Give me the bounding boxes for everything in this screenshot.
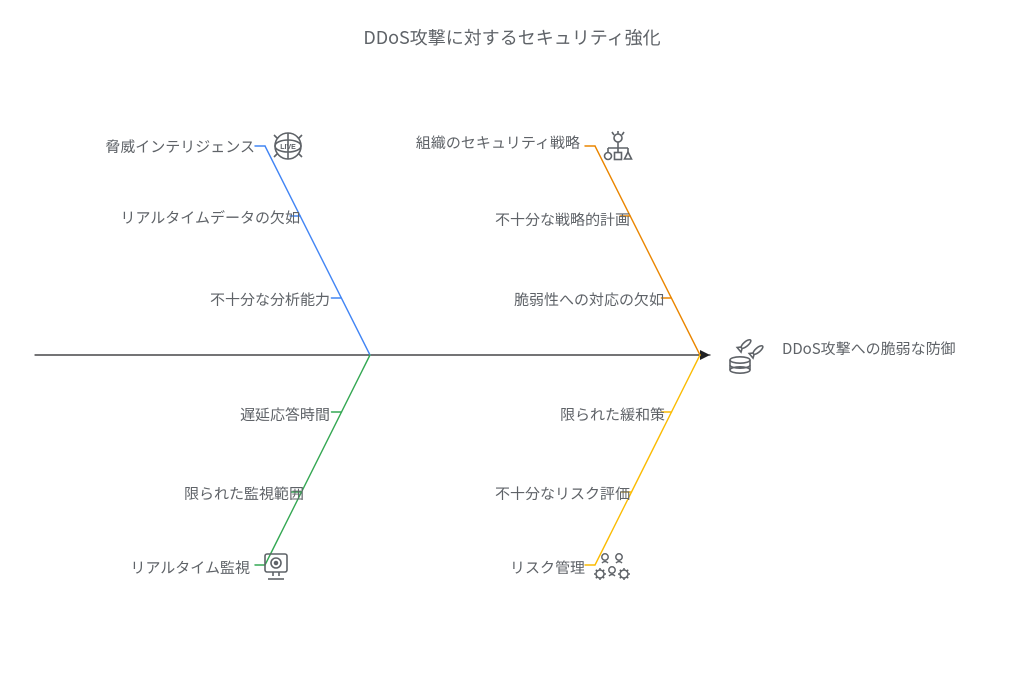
live-globe-icon: LIVE: [270, 128, 306, 164]
threat-db-icon: [724, 336, 772, 378]
strategy-icon: [600, 128, 636, 164]
svg-text:LIVE: LIVE: [280, 144, 296, 151]
category-strategy: 組織のセキュリティ戦略: [390, 133, 580, 153]
monitor-icon: [258, 548, 294, 584]
sub-vuln-response: 脆弱性への対応の欠如: [460, 290, 664, 310]
category-risk: リスク管理: [495, 558, 585, 578]
sub-mitigation: 限られた緩和策: [525, 405, 665, 425]
sub-scope: 限られた監視範囲: [150, 484, 304, 504]
risk-gears-icon: [593, 548, 631, 584]
sub-strategic-planning: 不十分な戦略的計画: [460, 210, 630, 230]
sub-latency: 遅延応答時間: [200, 405, 330, 425]
sub-realtime-data-lack: リアルタイムデータの欠如: [120, 208, 300, 228]
diagram-title: DDoS攻撃に対するセキュリティ強化: [0, 24, 1024, 50]
sub-risk-eval: 不十分なリスク評価: [470, 484, 630, 504]
category-monitoring: リアルタイム監視: [95, 558, 250, 578]
category-threat-intel: 脅威インテリジェンス: [55, 137, 255, 157]
effect-label: DDoS攻撃への脆弱な防御: [782, 338, 992, 359]
sub-analysis-lack: 不十分な分析能力: [160, 290, 330, 310]
